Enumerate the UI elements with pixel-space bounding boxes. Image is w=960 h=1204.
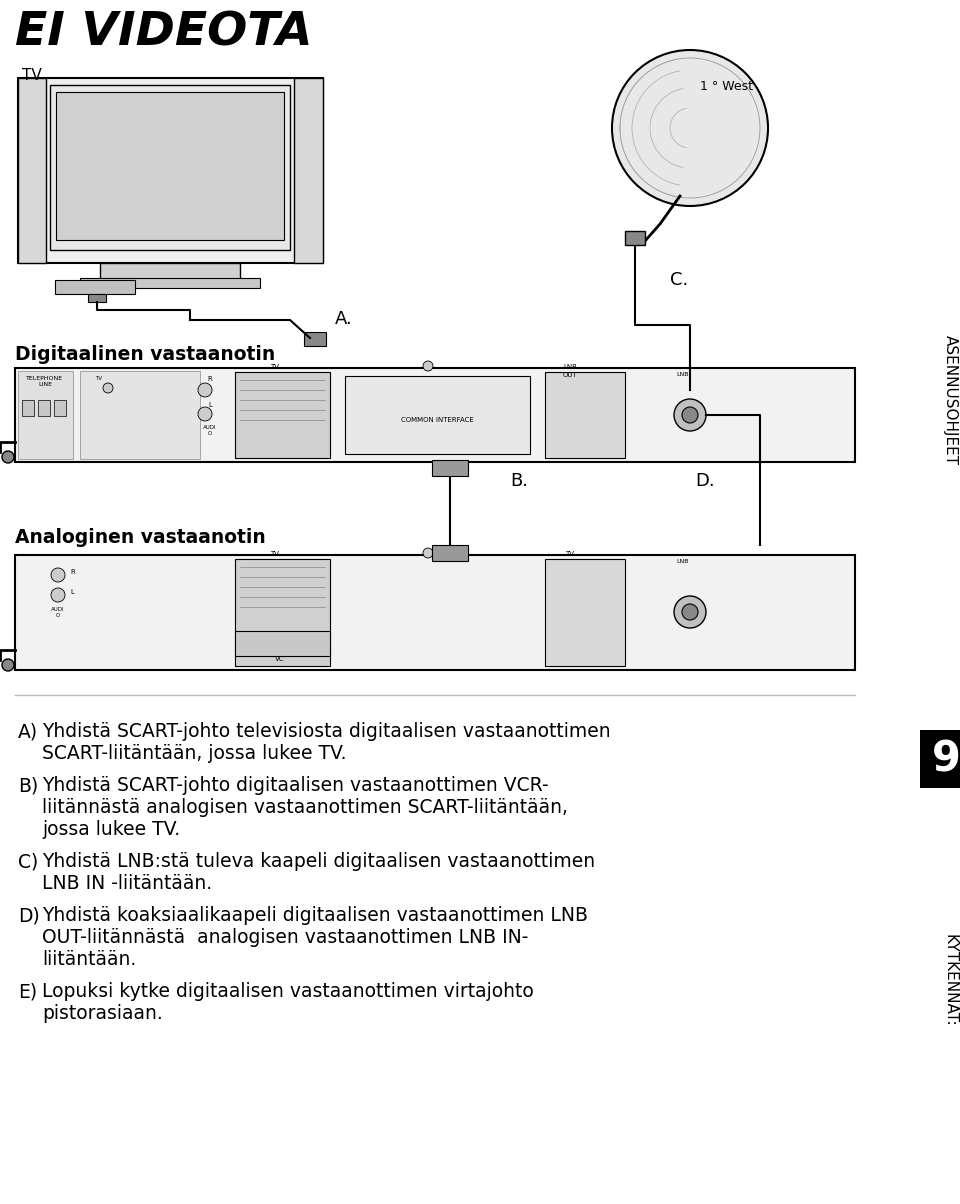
Bar bbox=[235, 559, 330, 666]
Text: liitännästä analogisen vastaanottimen SCART-liitäntään,: liitännästä analogisen vastaanottimen SC… bbox=[42, 798, 568, 818]
Text: L: L bbox=[70, 589, 74, 595]
Bar bbox=[304, 332, 326, 346]
Circle shape bbox=[2, 452, 14, 464]
Text: Digitaalinen vastaanotin: Digitaalinen vastaanotin bbox=[15, 346, 276, 364]
Text: LNB: LNB bbox=[564, 364, 577, 370]
Text: LNB: LNB bbox=[676, 372, 688, 377]
Bar bbox=[432, 545, 468, 561]
Bar bbox=[545, 372, 625, 458]
Text: LNB IN -liitäntään.: LNB IN -liitäntään. bbox=[42, 874, 212, 893]
Text: TELEPHONE
LINE: TELEPHONE LINE bbox=[27, 376, 63, 388]
Text: Lopuksi kytke digitaalisen vastaanottimen virtajohto: Lopuksi kytke digitaalisen vastaanottime… bbox=[42, 982, 534, 1001]
Bar bbox=[80, 371, 200, 459]
Circle shape bbox=[2, 659, 14, 671]
Bar bbox=[100, 262, 240, 281]
Circle shape bbox=[682, 407, 698, 423]
Bar bbox=[88, 294, 106, 302]
Text: R: R bbox=[207, 376, 212, 382]
Bar bbox=[432, 460, 468, 476]
Bar bbox=[920, 730, 960, 787]
Text: AUDI
O: AUDI O bbox=[51, 607, 65, 618]
Text: ASENNUSOHJEET: ASENNUSOHJEET bbox=[943, 335, 957, 465]
Circle shape bbox=[198, 383, 212, 397]
Text: SCART-liitäntään, jossa lukee TV.: SCART-liitäntään, jossa lukee TV. bbox=[42, 744, 347, 763]
Text: A): A) bbox=[18, 722, 38, 740]
Circle shape bbox=[198, 407, 212, 421]
Text: R: R bbox=[70, 569, 75, 576]
Text: OUT-liitännästä  analogisen vastaanottimen LNB IN-: OUT-liitännästä analogisen vastaanottime… bbox=[42, 928, 528, 948]
Circle shape bbox=[674, 596, 706, 628]
Bar bbox=[545, 559, 625, 666]
Bar bbox=[294, 78, 323, 262]
Text: Analoginen vastaanotin: Analoginen vastaanotin bbox=[15, 529, 266, 547]
Text: KYTKENNÄT:: KYTKENNÄT: bbox=[943, 933, 957, 1026]
Text: TV: TV bbox=[95, 376, 102, 380]
Circle shape bbox=[682, 604, 698, 620]
Circle shape bbox=[103, 383, 113, 393]
Bar bbox=[50, 85, 290, 250]
Text: E): E) bbox=[18, 982, 37, 1001]
Text: TV: TV bbox=[271, 364, 279, 370]
Bar bbox=[54, 400, 66, 417]
Text: TV: TV bbox=[271, 551, 279, 557]
Text: OUT: OUT bbox=[563, 372, 577, 378]
Text: pistorasiaan.: pistorasiaan. bbox=[42, 1004, 163, 1023]
Text: VC: VC bbox=[276, 656, 285, 662]
Text: 1 ° West: 1 ° West bbox=[700, 79, 753, 93]
Bar bbox=[55, 281, 135, 294]
Text: D.: D. bbox=[695, 472, 714, 490]
Text: AUDI
O: AUDI O bbox=[204, 425, 217, 436]
Text: L: L bbox=[208, 402, 212, 408]
Text: COMMON INTERFACE: COMMON INTERFACE bbox=[400, 417, 473, 423]
Circle shape bbox=[51, 588, 65, 602]
Bar bbox=[15, 368, 855, 462]
Text: Yhdistä LNB:stä tuleva kaapeli digitaalisen vastaanottimen: Yhdistä LNB:stä tuleva kaapeli digitaali… bbox=[42, 852, 595, 870]
Bar bbox=[235, 372, 330, 458]
Text: Yhdistä koaksiaalikaapeli digitaalisen vastaanottimen LNB: Yhdistä koaksiaalikaapeli digitaalisen v… bbox=[42, 905, 588, 925]
Text: EI VIDEOTA: EI VIDEOTA bbox=[15, 10, 313, 55]
Bar bbox=[80, 278, 260, 288]
Circle shape bbox=[612, 51, 768, 206]
Text: C): C) bbox=[18, 852, 38, 870]
Circle shape bbox=[51, 568, 65, 582]
Bar bbox=[345, 376, 530, 454]
Text: LNB: LNB bbox=[676, 559, 688, 563]
Text: liitäntään.: liitäntään. bbox=[42, 950, 136, 969]
Text: Yhdistä SCART-johto televisiosta digitaalisen vastaanottimen: Yhdistä SCART-johto televisiosta digitaa… bbox=[42, 722, 611, 740]
Bar bbox=[15, 555, 855, 669]
Text: Yhdistä SCART-johto digitaalisen vastaanottimen VCR-: Yhdistä SCART-johto digitaalisen vastaan… bbox=[42, 777, 548, 795]
Text: C.: C. bbox=[670, 271, 688, 289]
Bar bbox=[18, 371, 73, 459]
Text: B.: B. bbox=[510, 472, 528, 490]
Bar bbox=[56, 92, 284, 240]
Text: TV: TV bbox=[22, 67, 41, 83]
Text: 9: 9 bbox=[931, 738, 960, 780]
Text: TV: TV bbox=[565, 551, 574, 557]
Text: jossa lukee TV.: jossa lukee TV. bbox=[42, 820, 180, 839]
Circle shape bbox=[674, 399, 706, 431]
Text: B): B) bbox=[18, 777, 38, 795]
Circle shape bbox=[423, 361, 433, 371]
Bar bbox=[38, 400, 50, 417]
Bar bbox=[22, 400, 34, 417]
Circle shape bbox=[423, 548, 433, 557]
Bar bbox=[625, 231, 645, 244]
Bar bbox=[235, 631, 330, 656]
Text: A.: A. bbox=[335, 309, 352, 327]
Bar bbox=[18, 78, 46, 262]
Bar bbox=[18, 78, 323, 262]
Text: D): D) bbox=[18, 905, 39, 925]
